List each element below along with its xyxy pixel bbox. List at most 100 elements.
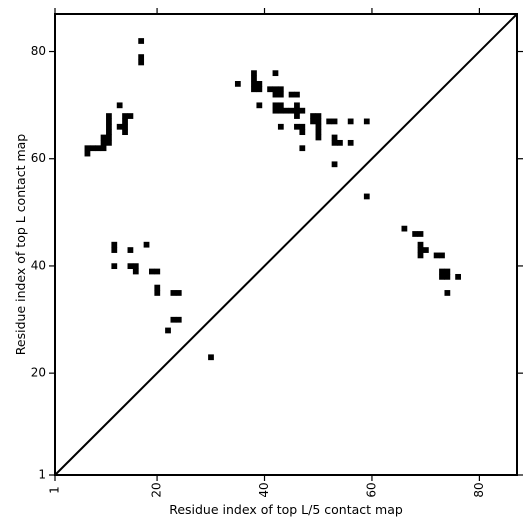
y-axis-ticks: 1 20 40 60 80 bbox=[31, 44, 523, 482]
contact-cell-upper bbox=[277, 91, 284, 98]
contact-cell-upper bbox=[267, 86, 273, 93]
contact-cell-upper bbox=[122, 113, 128, 119]
contact-cell-upper bbox=[277, 102, 284, 109]
contact-cell-upper bbox=[138, 38, 145, 44]
contact-cell-lower bbox=[208, 354, 214, 361]
y-axis-label: Residue index of top L contact map bbox=[13, 134, 28, 355]
contact-cell-upper bbox=[347, 139, 354, 146]
contact-cell-upper bbox=[84, 150, 91, 157]
contact-cell-upper bbox=[315, 113, 322, 119]
contact-cell-upper bbox=[315, 129, 322, 136]
contact-cell-upper bbox=[100, 134, 107, 141]
contact-cell-upper bbox=[294, 123, 300, 130]
contact-cell-lower bbox=[444, 273, 451, 280]
contact-cell-upper bbox=[251, 70, 257, 77]
contact-cell-upper bbox=[116, 123, 123, 130]
contact-cell-upper bbox=[315, 118, 322, 125]
contact-cell-upper bbox=[100, 139, 107, 146]
contact-cell-lower bbox=[165, 327, 171, 334]
contact-cell-upper bbox=[299, 107, 306, 114]
contact-cell-lower bbox=[417, 231, 424, 237]
contact-cell-lower bbox=[439, 268, 445, 275]
contact-cell-upper bbox=[294, 102, 300, 109]
contact-cell-upper bbox=[251, 81, 257, 87]
contact-cell-upper bbox=[272, 107, 279, 114]
contact-cell-upper bbox=[363, 118, 370, 125]
contact-cell-upper bbox=[326, 118, 333, 125]
contact-cell-lower bbox=[363, 193, 370, 200]
x-tick-label: 20 bbox=[150, 482, 164, 497]
contact-cell-upper bbox=[89, 145, 96, 152]
contact-cell-upper bbox=[122, 129, 128, 136]
contact-cell-upper bbox=[315, 123, 322, 130]
contact-cell-lower bbox=[175, 290, 182, 296]
contact-cell-lower bbox=[170, 316, 177, 323]
contact-cell-lower bbox=[111, 241, 118, 248]
contact-cell-upper bbox=[122, 118, 128, 125]
contact-cell-lower bbox=[401, 225, 408, 232]
contact-cell-upper bbox=[84, 145, 91, 152]
contact-cell-upper bbox=[256, 102, 263, 109]
contact-cell-lower bbox=[417, 247, 424, 253]
contact-cell-upper bbox=[331, 118, 338, 125]
contact-cell-lower bbox=[417, 241, 424, 248]
contact-cell-lower bbox=[444, 268, 451, 275]
contact-cell-upper bbox=[310, 113, 316, 119]
contact-cell-lower bbox=[422, 247, 429, 253]
contact-cell-lower bbox=[154, 284, 161, 291]
x-axis-label: Residue index of top L/5 contact map bbox=[169, 502, 403, 517]
contact-cell-upper bbox=[272, 70, 279, 77]
contact-cell-upper bbox=[347, 118, 354, 125]
contact-cell-upper bbox=[106, 139, 112, 146]
x-axis-ticks: 1 20 40 60 80 bbox=[48, 8, 486, 498]
contact-cell-upper bbox=[106, 118, 112, 125]
contact-cell-upper bbox=[95, 145, 102, 152]
contact-cell-upper bbox=[277, 123, 284, 130]
contact-cell-lower bbox=[149, 268, 155, 275]
contact-cell-upper bbox=[299, 129, 306, 136]
contact-cell-upper bbox=[116, 102, 123, 109]
contact-cell-upper bbox=[234, 81, 241, 87]
x-tick-label: 1 bbox=[48, 486, 62, 494]
contact-cell-lower bbox=[132, 268, 139, 275]
contact-cell-lower bbox=[439, 252, 445, 259]
contact-cell-lower bbox=[154, 290, 161, 296]
contact-cell-upper bbox=[251, 86, 257, 93]
contact-cell-upper bbox=[315, 134, 322, 141]
contact-cell-lower bbox=[111, 263, 118, 270]
contact-cell-upper bbox=[272, 102, 279, 109]
contact-cell-upper bbox=[331, 139, 338, 146]
contact-cell-upper bbox=[331, 134, 338, 141]
contact-cell-upper bbox=[299, 145, 306, 152]
contact-cell-upper bbox=[277, 86, 284, 93]
contact-cell-lower bbox=[175, 316, 182, 323]
contact-cell-upper bbox=[127, 113, 134, 119]
x-tick-label: 40 bbox=[257, 482, 271, 497]
contact-cell-upper bbox=[106, 134, 112, 141]
contact-cell-upper bbox=[288, 91, 295, 98]
diagonal-line bbox=[54, 13, 518, 476]
y-tick-label: 1 bbox=[38, 468, 46, 482]
contact-cell-upper bbox=[294, 91, 300, 98]
contact-cell-upper bbox=[277, 107, 284, 114]
contact-cell-upper bbox=[288, 107, 295, 114]
contact-cell-upper bbox=[283, 107, 290, 114]
contact-cell-upper bbox=[272, 91, 279, 98]
contact-cell-lower bbox=[127, 263, 134, 270]
y-tick-label: 20 bbox=[31, 366, 46, 380]
contact-cell-upper bbox=[138, 54, 145, 60]
contact-cell-upper bbox=[272, 86, 279, 93]
contact-cell-lower bbox=[127, 247, 134, 253]
contact-cell-lower bbox=[455, 273, 461, 280]
contact-cell-lower bbox=[412, 231, 419, 237]
plot-frame bbox=[54, 13, 518, 476]
y-tick-label: 60 bbox=[31, 151, 46, 165]
y-tick-label: 40 bbox=[31, 258, 46, 272]
contact-cell-upper bbox=[256, 86, 263, 93]
contact-cell-upper bbox=[100, 145, 107, 152]
contact-cell-lower bbox=[433, 252, 440, 259]
contact-cell-upper bbox=[294, 113, 300, 119]
contact-cell-upper bbox=[106, 113, 112, 119]
x-tick-label: 80 bbox=[472, 482, 486, 497]
contact-cell-lower bbox=[417, 252, 424, 259]
